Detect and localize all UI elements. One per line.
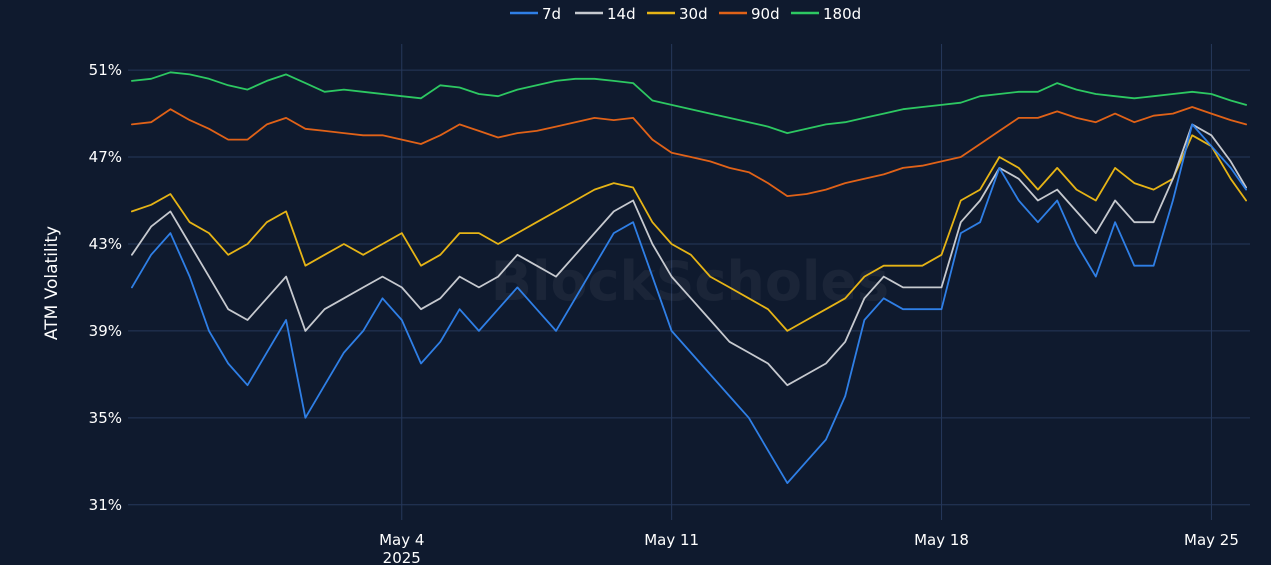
series-lines: [131, 71, 1247, 484]
legend-label: 7d: [542, 5, 561, 23]
legend-item-7d[interactable]: 7d: [510, 5, 561, 23]
y-tick-label: 39%: [89, 322, 122, 340]
x-tick-label: May 11: [644, 531, 699, 549]
series-line-30d: [131, 134, 1247, 332]
y-tick-label: 35%: [89, 409, 122, 427]
y-axis-ticks: 31% 35% 39% 43% 47% 51%: [89, 61, 122, 514]
y-tick-label: 31%: [89, 496, 122, 514]
series-line-14d: [131, 123, 1247, 387]
series-line-180d: [131, 71, 1247, 134]
legend-item-14d[interactable]: 14d: [575, 5, 636, 23]
legend-label: 30d: [679, 5, 708, 23]
watermark-text: BlockScholes: [491, 250, 889, 313]
legend-item-180d[interactable]: 180d: [791, 5, 861, 23]
x-tick-label: May 25: [1184, 531, 1239, 549]
legend-item-30d[interactable]: 30d: [647, 5, 708, 23]
y-axis-title: ATM Volatility: [42, 226, 62, 340]
series-line-90d: [131, 106, 1247, 197]
legend-item-90d[interactable]: 90d: [719, 5, 780, 23]
legend-label: 14d: [607, 5, 636, 23]
series-line-7d: [131, 123, 1247, 484]
y-tick-label: 47%: [89, 148, 122, 166]
x-tick-sublabel: 2025: [383, 549, 421, 565]
y-tick-label: 43%: [89, 235, 122, 253]
legend-label: 180d: [823, 5, 861, 23]
x-tick-label: May 4: [379, 531, 424, 549]
legend[interactable]: 7d 14d 30d 90d 180d: [510, 5, 861, 23]
y-tick-label: 51%: [89, 61, 122, 79]
x-tick-label: May 18: [914, 531, 969, 549]
legend-label: 90d: [751, 5, 780, 23]
